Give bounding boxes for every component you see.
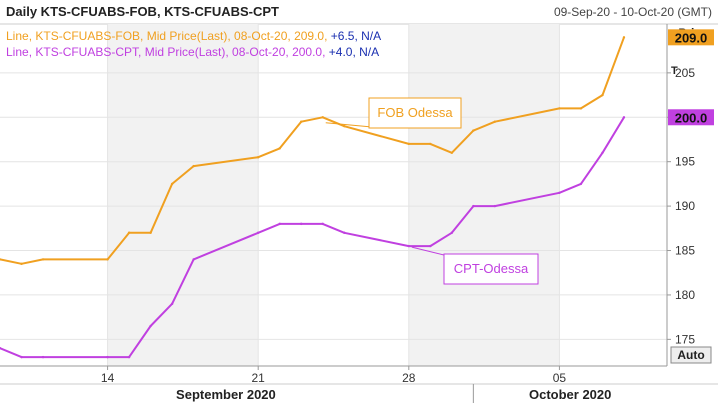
y-tick-label: 185 — [675, 244, 695, 258]
data-point — [472, 129, 475, 132]
auto-button-label[interactable]: Auto — [677, 348, 704, 362]
last-value-labels: 209.0 200.0 — [668, 29, 714, 126]
data-point — [558, 191, 561, 194]
data-point — [450, 231, 454, 234]
data-point — [472, 204, 475, 208]
data-point — [20, 355, 23, 359]
legend-cpt-text: Line, KTS-CFUABS-CPT, Mid Price(Last), 0… — [6, 45, 329, 59]
series-lines — [0, 36, 626, 359]
week-band — [408, 24, 560, 366]
data-point — [601, 151, 604, 155]
t-label: T — [671, 65, 678, 77]
gridlines — [0, 24, 667, 366]
legend-fob: Line, KTS-CFUABS-FOB, Mid Price(Last), 0… — [6, 29, 381, 43]
annotation-leader — [325, 122, 373, 128]
annotation-box — [368, 97, 462, 129]
data-point — [321, 116, 324, 119]
x-tick-label: 28 — [402, 371, 416, 385]
data-point — [622, 36, 626, 39]
week-band — [107, 24, 259, 366]
legend-fob-change: +6.5, N/A — [331, 29, 381, 43]
auto-button[interactable]: Auto — [670, 346, 712, 364]
data-point — [192, 258, 195, 261]
y-tick-label: 175 — [675, 332, 695, 346]
last-value-kts-cfuabs-cpt: 200.0 — [668, 109, 714, 126]
data-point — [300, 222, 303, 226]
data-point — [278, 147, 281, 150]
data-point — [407, 142, 411, 146]
auto-button-frame[interactable] — [670, 346, 712, 364]
data-point — [579, 107, 583, 110]
data-point — [493, 204, 497, 208]
last-value-box — [668, 29, 714, 46]
data-point — [278, 222, 281, 226]
data-point — [170, 302, 174, 306]
data-point — [300, 120, 303, 123]
y-tick-label: 195 — [675, 155, 695, 169]
last-value-kts-cfuabs-fob: 209.0 — [668, 29, 714, 46]
data-point — [558, 107, 561, 110]
y-tick-label: 190 — [675, 199, 695, 213]
legend-cpt-change: +4.0, N/A — [329, 45, 379, 59]
weekend-bands — [107, 24, 560, 366]
data-point — [106, 258, 109, 261]
month-label: October 2020 — [529, 387, 611, 402]
data-point — [106, 355, 109, 359]
legend-cpt: Line, KTS-CFUABS-CPT, Mid Price(Last), 0… — [6, 45, 379, 59]
series-line-kts-cfuabs-cpt — [0, 116, 625, 359]
month-labels: September 2020 October 2020 — [176, 384, 611, 403]
series-line-kts-cfuabs-fob — [0, 36, 625, 265]
data-point — [192, 164, 195, 168]
data-point — [0, 258, 2, 261]
annotations: FOB Odessa CPT-Odessa — [325, 97, 539, 285]
date-range: 09-Sep-20 - 10-Oct-20 (GMT) — [554, 5, 712, 19]
annotation-text: CPT-Odessa — [454, 261, 529, 276]
data-point — [343, 124, 346, 128]
last-value-text: 209.0 — [675, 30, 708, 45]
data-point — [127, 231, 131, 234]
data-point — [41, 258, 45, 261]
annotation-text: FOB Odessa — [377, 105, 453, 120]
legend-fob-text: Line, KTS-CFUABS-FOB, Mid Price(Last), 0… — [6, 29, 331, 43]
data-point — [256, 156, 260, 159]
data-point — [429, 244, 432, 248]
x-tick-label: 14 — [101, 371, 115, 385]
chart-title: Daily KTS-CFUABS-FOB, KTS-CFUABS-CPT — [6, 4, 279, 19]
data-point — [493, 120, 497, 123]
data-point — [127, 355, 131, 359]
data-point — [256, 231, 260, 234]
data-point — [429, 142, 432, 146]
last-value-text: 200.0 — [675, 110, 708, 125]
data-point — [579, 182, 583, 186]
annotation-leader — [411, 246, 449, 257]
data-point — [450, 151, 454, 155]
x-tick-label: 05 — [553, 371, 567, 385]
y-tick-label: 180 — [675, 288, 695, 302]
data-point — [622, 116, 626, 119]
data-point — [601, 93, 604, 97]
annotation-cpt-odessa: CPT-Odessa — [411, 246, 539, 285]
month-label: September 2020 — [176, 387, 276, 402]
y-axis: 175180185190195200205 — [667, 66, 695, 346]
annotation-fob-odessa: FOB Odessa — [325, 97, 462, 129]
data-point — [170, 182, 174, 186]
data-point — [20, 262, 23, 266]
data-point — [321, 222, 324, 226]
data-point — [343, 231, 346, 234]
data-point — [0, 347, 2, 350]
x-tick-label: 21 — [252, 371, 266, 385]
last-value-box — [668, 109, 714, 126]
y-tick-label: 205 — [675, 66, 695, 80]
data-point — [41, 355, 45, 359]
data-point — [149, 324, 152, 328]
data-point — [407, 244, 411, 248]
x-axis: 14 21 28 05 — [101, 366, 567, 385]
annotation-box — [443, 253, 539, 285]
data-point — [149, 231, 152, 234]
